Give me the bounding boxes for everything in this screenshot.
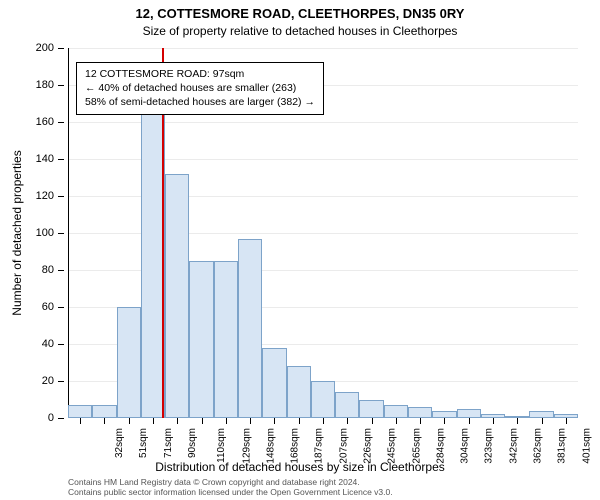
y-tick [58,307,64,308]
x-tick [153,418,154,424]
x-tick [274,418,275,424]
y-tick-label: 120 [36,190,54,202]
x-tick [104,418,105,424]
y-tick [58,381,64,382]
x-tick-label: 284sqm [435,428,446,464]
x-tick [323,418,324,424]
y-tick-label: 180 [36,79,54,91]
y-tick-label: 0 [48,412,54,424]
x-tick-label: 304sqm [460,428,471,464]
y-tick-label: 100 [36,227,54,239]
histogram-bar [92,405,116,418]
histogram-bar [189,261,213,418]
y-tick [58,48,64,49]
plot-area: 02040608010012014016018020032sqm51sqm71s… [68,48,578,418]
histogram-bar [311,381,335,418]
y-tick-label: 40 [42,338,54,350]
histogram-bar [408,407,432,418]
y-tick-label: 160 [36,116,54,128]
x-tick-label: 187sqm [314,428,325,464]
y-tick-label: 80 [42,264,54,276]
histogram-bar [432,411,456,418]
x-tick [202,418,203,424]
annotation-line-2: ← 40% of detached houses are smaller (26… [85,81,315,95]
y-tick [58,85,64,86]
x-tick [372,418,373,424]
chart-title: 12, COTTESMORE ROAD, CLEETHORPES, DN35 0… [0,6,600,21]
annotation-box: 12 COTTESMORE ROAD: 97sqm← 40% of detach… [76,62,324,115]
y-tick-label: 200 [36,42,54,54]
x-tick [542,418,543,424]
y-axis-title: Number of detached properties [10,150,24,315]
x-tick-label: 90sqm [187,428,198,458]
y-tick [58,418,64,419]
x-tick [444,418,445,424]
y-tick-label: 60 [42,301,54,313]
histogram-bar [335,392,359,418]
histogram-bar [214,261,238,418]
grid-line [68,48,578,49]
histogram-bar [359,400,383,419]
x-tick-label: 381sqm [557,428,568,464]
histogram-bar [529,411,553,418]
y-tick [58,196,64,197]
histogram-bar [384,405,408,418]
x-tick [250,418,251,424]
x-tick-label: 129sqm [241,428,252,464]
x-tick-label: 362sqm [533,428,544,464]
x-tick-label: 265sqm [411,428,422,464]
x-tick [493,418,494,424]
x-tick [517,418,518,424]
chart-frame: 12, COTTESMORE ROAD, CLEETHORPES, DN35 0… [0,0,600,500]
x-tick-label: 207sqm [338,428,349,464]
x-tick-label: 401sqm [581,428,592,464]
histogram-bar [238,239,262,418]
annotation-line-1: 12 COTTESMORE ROAD: 97sqm [85,67,315,81]
footer-line-1: Contains HM Land Registry data © Crown c… [68,477,393,487]
histogram-bar [165,174,189,418]
x-tick [129,418,130,424]
x-tick [566,418,567,424]
footer-line-2: Contains public sector information licen… [68,487,393,497]
footer-attribution: Contains HM Land Registry data © Crown c… [68,477,393,497]
histogram-bar [287,366,311,418]
y-tick [58,233,64,234]
y-tick-label: 20 [42,375,54,387]
x-tick-label: 168sqm [290,428,301,464]
x-tick [177,418,178,424]
x-tick [226,418,227,424]
x-tick-label: 323sqm [484,428,495,464]
x-tick-label: 51sqm [138,428,149,458]
x-axis-title: Distribution of detached houses by size … [0,460,600,474]
histogram-bar [457,409,481,418]
x-tick-label: 71sqm [163,428,174,458]
x-tick-label: 226sqm [363,428,374,464]
x-tick [347,418,348,424]
x-tick-label: 32sqm [114,428,125,458]
histogram-bar [262,348,286,418]
x-tick [469,418,470,424]
y-tick [58,270,64,271]
x-tick-label: 245sqm [387,428,398,464]
x-tick [420,418,421,424]
annotation-line-3: 58% of semi-detached houses are larger (… [85,95,315,109]
y-tick-label: 140 [36,153,54,165]
x-tick-label: 148sqm [265,428,276,464]
y-tick [58,122,64,123]
chart-subtitle: Size of property relative to detached ho… [0,24,600,38]
y-tick [58,159,64,160]
histogram-bar [117,307,141,418]
x-tick-label: 342sqm [508,428,519,464]
y-tick [58,344,64,345]
x-tick [396,418,397,424]
x-tick-label: 110sqm [216,428,227,463]
histogram-bar [68,405,92,418]
x-tick [80,418,81,424]
x-tick [299,418,300,424]
